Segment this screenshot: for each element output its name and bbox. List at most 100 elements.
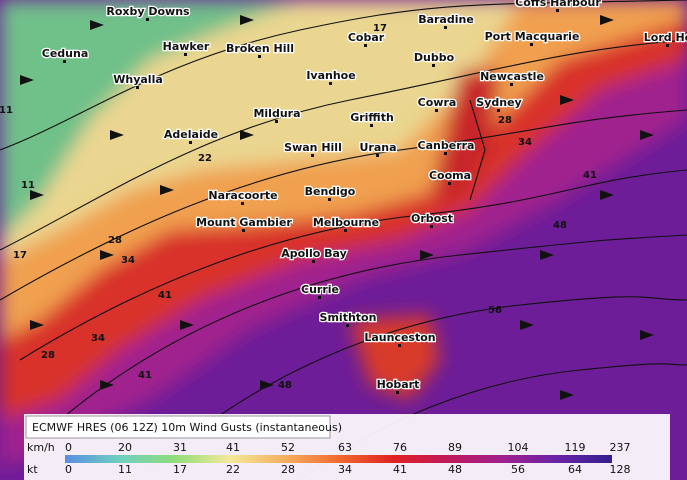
place-marker [510,83,513,86]
place-marker [275,120,278,123]
place-marker [146,18,149,21]
place-marker [435,109,438,112]
place-label: Mildura [253,107,300,120]
place-marker [258,55,261,58]
place-marker [329,82,332,85]
kmh-value: 63 [338,441,352,454]
place-marker [318,296,321,299]
place-label: Mount Gambier [196,216,292,229]
contour-labels: 11 11 17 17 22 28 28 34 34 41 41 48 48 56 41 34 28 [0,23,597,391]
place-label: Lord Ho [644,31,687,44]
legend: ECMWF HRES (06 12Z) 10m Wind Gusts (inst… [24,414,670,480]
scale-values: 0 20 31 41 52 63 76 89 104 119 237 0 11 17 22 28 34 41 48 5… [65,441,631,476]
contour-label: 48 [553,220,567,231]
place-label: Melbourne [313,216,379,229]
place-marker [444,26,447,29]
kmh-value: 119 [565,441,586,454]
kt-value: 56 [511,463,525,476]
contour-label: 41 [158,290,172,301]
kmh-value: 89 [448,441,462,454]
place-label: Urana [359,141,396,154]
kmh-value: 0 [65,441,72,454]
place-label: Currie [301,283,339,296]
contour-label: 34 [91,333,105,344]
place-marker [376,154,379,157]
place-marker [311,154,314,157]
contour-label: 41 [138,370,152,381]
place-marker [448,182,451,185]
kt-value: 41 [393,463,407,476]
place-label: Broken Hill [226,42,294,55]
unit-label: km/h [27,441,55,454]
contour-label: 11 [0,105,13,116]
place-label: Coffs Harbour [515,0,601,9]
place-marker [556,9,559,12]
place-marker [136,86,139,89]
kmh-value: 52 [281,441,295,454]
place-label: Apollo Bay [281,247,347,260]
place-label: Griffith [350,111,394,124]
kt-value: 28 [281,463,295,476]
place-marker [430,225,433,228]
place-label: Cowra [418,96,457,109]
kt-value: 0 [65,463,72,476]
kmh-value: 237 [610,441,631,454]
place-marker [364,44,367,47]
place-label: Bendigo [305,185,356,198]
wind-barbs [20,15,654,400]
place-marker [666,44,669,47]
place-marker [396,391,399,394]
contour-label: 28 [41,350,55,361]
place-label: Ceduna [42,47,89,60]
kmh-value: 104 [508,441,529,454]
unit-label: kt [27,463,38,476]
place-label: Canberra [418,139,475,152]
place-label: Baradine [418,13,474,26]
place-label: Orbost [411,212,453,225]
contour-label: 28 [498,115,512,126]
place-label: Cobar [348,31,385,44]
contour-label: 34 [121,255,135,266]
kt-value: 34 [338,463,352,476]
place-label: Adelaide [164,128,218,141]
place-marker [398,344,401,347]
contour-label: 11 [21,180,35,191]
kt-value: 128 [610,463,631,476]
place-label: Dubbo [414,51,455,64]
place-marker [497,109,500,112]
place-marker [241,202,244,205]
kmh-value: 41 [226,441,240,454]
place-label: Swan Hill [284,141,342,154]
kt-value: 48 [448,463,462,476]
contour-label: 41 [583,170,597,181]
place-marker [344,229,347,232]
kmh-value: 76 [393,441,407,454]
place-marker [189,141,192,144]
contour-label: 48 [278,380,292,391]
place-marker [184,53,187,56]
kmh-value: 20 [118,441,132,454]
place-label: Naracoorte [208,189,277,202]
contour-label: 28 [108,235,122,246]
place-label: Hawker [163,40,210,53]
place-marker [444,152,447,155]
legend-title-box [25,415,331,439]
place-label: Whyalla [113,73,163,86]
place-label: Smithton [320,311,377,324]
place-labels: Roxby Downs Ceduna Hawker Broken Hill Whyall… [41,0,687,394]
place-marker [63,60,66,63]
color-bar [65,455,612,463]
place-marker [312,260,315,263]
place-marker [432,64,435,67]
legend-title: ECMWF HRES (06 12Z) 10m Wind Gusts (inst… [32,421,342,434]
place-marker [346,324,349,327]
kt-value: 17 [173,463,187,476]
place-marker [370,124,373,127]
place-label: Port Macquarie [485,30,580,43]
place-label: Launceston [364,331,435,344]
place-marker [328,198,331,201]
kt-value: 64 [568,463,582,476]
